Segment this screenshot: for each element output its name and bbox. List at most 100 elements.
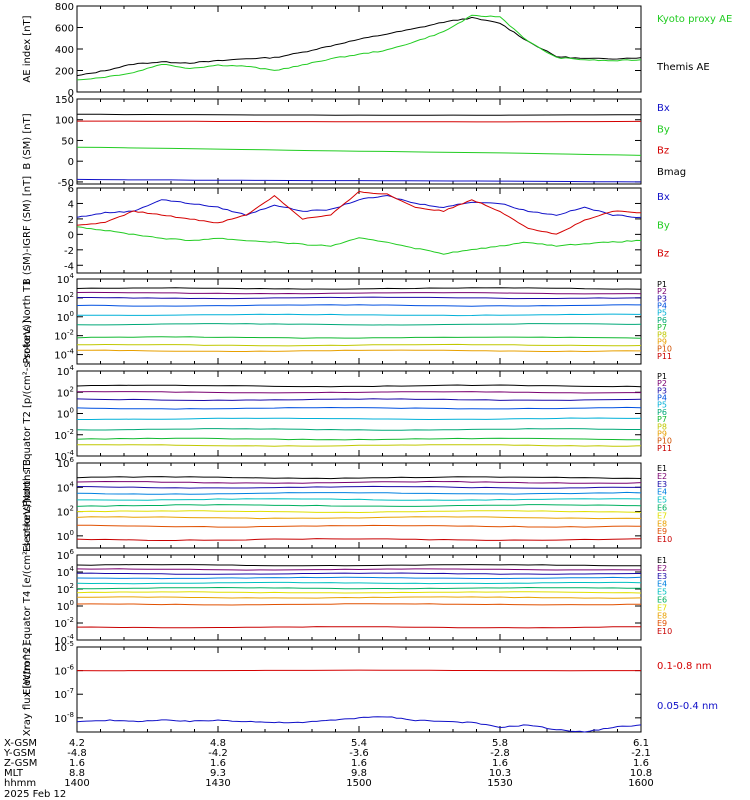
ephemeris-value: -4.8: [67, 748, 87, 759]
y-tick-label: 200: [55, 67, 74, 78]
legend-e5: E5: [657, 496, 667, 505]
ephemeris-value: 1.6: [351, 758, 367, 769]
series-line-e7: [76, 510, 642, 514]
ephemeris-value: 1.6: [633, 758, 649, 769]
series-line-e6: [76, 504, 642, 507]
y-tick-label: 10-7: [54, 687, 74, 701]
series-line-themis-ae: [76, 16, 642, 77]
series-line-p6: [76, 323, 642, 326]
y-tick-label: -50: [58, 178, 74, 189]
legend-e1: E1: [657, 464, 667, 473]
ephemeris-value: -2.8: [490, 748, 510, 759]
y-tick-label: 106: [57, 548, 75, 562]
ephemeris-value: 1430: [205, 778, 230, 789]
legend-0-05-0-4-nm: 0.05-0.4 nm: [657, 701, 718, 712]
legend-e3: E3: [657, 572, 667, 581]
legend-e1: E1: [657, 556, 667, 565]
panel-frame: [76, 187, 642, 274]
panel-frame: [76, 98, 642, 185]
series-line-e4: [76, 491, 642, 495]
legend-p10: P10: [657, 345, 672, 354]
series-line-p5: [77, 417, 642, 421]
series-line-e9: [76, 524, 642, 528]
series-line-e3: [76, 572, 642, 575]
legend-p3: P3: [657, 386, 667, 395]
y-tick-label: 10-6: [54, 664, 74, 678]
ephemeris-value: 8.8: [69, 768, 85, 779]
panel-pe: 10-4 10-2 100 102 104 Protons Equator T2 [p/(…: [22, 320, 672, 507]
y-tick-label: 104: [57, 565, 75, 579]
ephemeris-value: -4.2: [208, 748, 228, 759]
series-line-e4: [76, 576, 642, 580]
series-line-kyoto-proxy-ae: [76, 14, 642, 81]
legend-e5: E5: [657, 588, 667, 597]
series-line-e7: [76, 591, 642, 594]
series-line-bmag: [77, 113, 641, 116]
legend-e10: E10: [657, 627, 672, 636]
ephemeris-value: 1400: [64, 778, 89, 789]
series-line-p8: [77, 343, 642, 347]
ephemeris-value: 9.3: [210, 768, 226, 779]
panel-frame: [76, 370, 642, 457]
legend-p8: P8: [657, 422, 667, 431]
series-line-p4: [76, 304, 642, 307]
legend-e7: E7: [657, 511, 667, 520]
legend-bx: Bx: [657, 103, 670, 114]
legend-p9: P9: [657, 337, 667, 346]
legend-p3: P3: [657, 294, 667, 303]
legend-p8: P8: [657, 330, 667, 339]
y-tick-label: 6: [68, 184, 74, 195]
series-line-p6: [76, 428, 641, 431]
series-line-e2: [76, 568, 641, 571]
ephemeris-row-label: Y-GSM: [3, 748, 36, 759]
series-line-bz: [77, 120, 642, 123]
series-line-p9: [76, 349, 642, 353]
y-tick-label: 102: [57, 582, 74, 596]
y-tick-label: 100: [57, 599, 74, 613]
legend-p1: P1: [657, 372, 667, 381]
ephemeris-row-label: hhmm: [4, 778, 36, 789]
y-axis-label: Xray flux [W/m^2]: [22, 643, 33, 737]
y-axis-label: B (SM) [nT]: [22, 113, 33, 169]
series-line-p5: [76, 313, 642, 317]
ephemeris-value: 10.8: [630, 768, 652, 779]
y-tick-label: 10-2: [54, 428, 74, 442]
series-line-p7: [76, 336, 642, 339]
ephemeris-value: 10.3: [489, 768, 511, 779]
y-tick-label: 800: [55, 2, 74, 13]
legend-e10: E10: [657, 535, 672, 544]
ephemeris-value: 6.1: [633, 738, 649, 749]
y-tick-label: 0: [68, 230, 74, 241]
legend-p4: P4: [657, 394, 667, 403]
legend-p11: P11: [657, 352, 672, 361]
series-line-p8: [76, 444, 642, 447]
legend-p9: P9: [657, 429, 667, 438]
legend-p2: P2: [657, 379, 667, 388]
series-line-p3: [77, 296, 642, 300]
panel-ae: 0 200 400 600 800 AE index [nT] Kyoto proxy AE…: [22, 2, 732, 99]
panel-xray: 10-8 10-7 10-6 10-5 Xray flux [W/m^2] 0.1-0.8…: [22, 640, 718, 736]
series-line-e9: [76, 603, 642, 606]
ephemeris-value: -3.6: [349, 748, 369, 759]
series-line-e1: [76, 564, 641, 567]
y-tick-label: 50: [61, 136, 74, 147]
panel-en: 100 102 104 106 Electrons North T3 E1E2E3E4E5…: [22, 456, 672, 552]
y-axis-label: B (SM)-IGRF (SM) [nT]: [22, 176, 33, 285]
y-tick-label: 150: [55, 95, 74, 106]
y-tick-label: 102: [57, 291, 74, 305]
legend-by: By: [657, 220, 670, 231]
y-tick-label: 100: [55, 116, 74, 127]
series-line-e5: [77, 498, 642, 501]
series-line-bz: [76, 190, 641, 235]
y-tick-label: 10-2: [54, 616, 74, 630]
series-line-p3: [76, 398, 642, 402]
series-line-by: [76, 226, 642, 255]
y-axis-label: AE index [nT]: [22, 15, 33, 82]
y-tick-label: -2: [64, 246, 74, 257]
y-tick-label: 10-2: [54, 329, 74, 343]
ephemeris-value: 5.8: [492, 738, 508, 749]
legend-p6: P6: [657, 316, 667, 325]
ephemeris-value: 1.6: [69, 758, 85, 769]
ephemeris-value: 1.6: [210, 758, 226, 769]
